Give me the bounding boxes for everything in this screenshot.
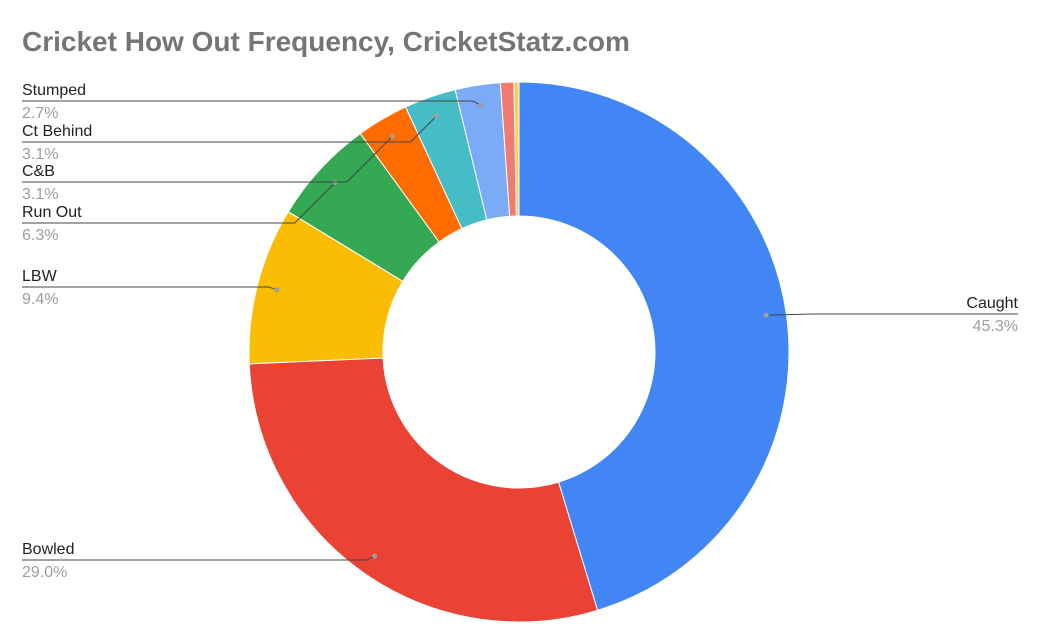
leader-dot-c-b xyxy=(389,133,395,139)
slice-other-8[interactable] xyxy=(513,81,520,217)
slice-label-bowled: Bowled xyxy=(22,541,74,558)
leader-dot-lbw xyxy=(274,287,280,293)
slice-value-ct-behind: 3.1% xyxy=(22,146,58,163)
slice-label-lbw: LBW xyxy=(22,268,58,285)
leader-line-c-b xyxy=(22,136,393,183)
leader-dot-bowled xyxy=(372,553,378,559)
labels-group: Caught 45.3% Bowled 29.0% LBW 9.4% Run Out 6.3%… xyxy=(22,82,1019,581)
slice-value-caught: 45.3% xyxy=(973,318,1018,335)
slices-group xyxy=(248,81,790,623)
leader-dot-stumped xyxy=(478,102,484,108)
slice-value-bowled: 29.0% xyxy=(22,564,67,581)
slice-label-caught: Caught xyxy=(966,295,1018,312)
slice-value-run-out: 6.3% xyxy=(22,227,58,244)
leader-dot-run-out xyxy=(332,180,338,186)
leader-line-caught xyxy=(766,313,1018,316)
slice-value-c-b: 3.1% xyxy=(22,186,58,203)
slice-label-stumped: Stumped xyxy=(22,82,86,99)
leader-line-ct-behind xyxy=(22,115,437,143)
leader-dot-caught xyxy=(763,312,769,318)
chart-title: Cricket How Out Frequency, CricketStatz.… xyxy=(22,26,630,57)
leader-line-lbw xyxy=(22,286,278,291)
slice-label-run-out: Run Out xyxy=(22,204,82,221)
leader-line-run-out xyxy=(22,182,336,224)
slice-caught[interactable] xyxy=(518,81,790,611)
slice-bowled[interactable] xyxy=(248,357,599,623)
leader-line-stumped xyxy=(22,100,481,106)
slice-label-ct-behind: Ct Behind xyxy=(22,123,92,140)
slice-label-c-b: C&B xyxy=(22,163,55,180)
leader-line-bowled xyxy=(22,555,375,561)
leader-lines-group xyxy=(22,100,1018,561)
leader-dot-ct-behind xyxy=(434,113,440,119)
slice-value-lbw: 9.4% xyxy=(22,291,58,308)
slice-value-stumped: 2.7% xyxy=(22,105,58,122)
